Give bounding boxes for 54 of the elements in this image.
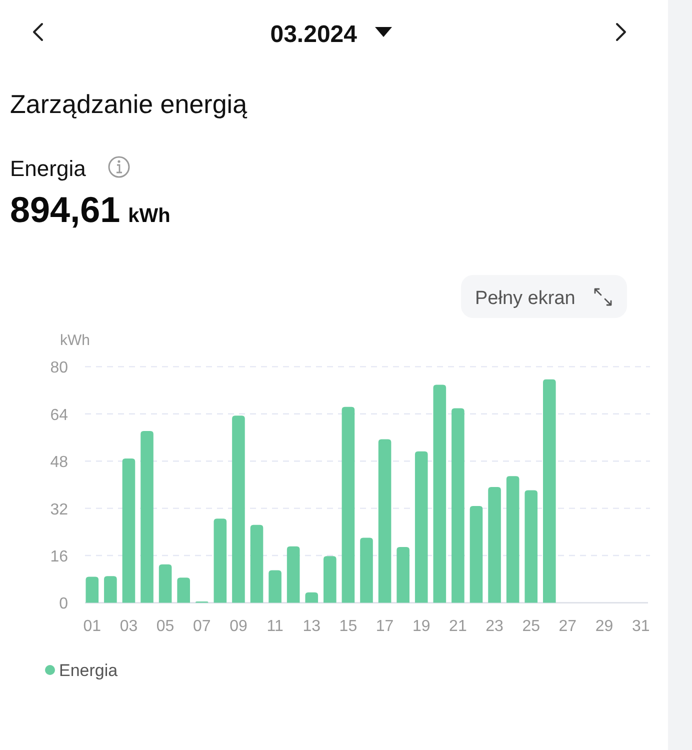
bar	[470, 506, 483, 603]
bar	[122, 458, 136, 603]
x-tick-label: 21	[449, 618, 467, 635]
bar	[414, 451, 428, 603]
bar	[360, 538, 373, 603]
bar	[250, 524, 264, 603]
x-tick-label: 17	[376, 618, 394, 635]
bar	[140, 431, 154, 603]
bar	[396, 546, 410, 603]
bar	[524, 490, 538, 603]
bar	[268, 570, 282, 603]
x-tick-label: 13	[302, 618, 321, 635]
x-tick-label: 07	[192, 618, 211, 635]
chart-subtitle: 03.2024	[270, 21, 358, 48]
x-tick-label: 01	[83, 618, 102, 635]
bar	[158, 564, 172, 603]
x-tick-label: 19	[412, 618, 430, 635]
bar	[104, 576, 117, 603]
x-tick-label: 15	[339, 618, 358, 635]
y-axis-title: kWh	[60, 332, 90, 349]
x-tick-label: 09	[230, 618, 248, 635]
y-tick-label: 32	[50, 501, 68, 518]
bar	[342, 406, 355, 603]
x-tick-label: 23	[486, 618, 504, 635]
x-tick-label: 27	[558, 618, 577, 635]
bar	[214, 518, 227, 603]
bar	[232, 416, 245, 603]
bar	[452, 408, 464, 603]
y-tick-label: 16	[50, 548, 68, 566]
x-tick-label: 29	[595, 618, 614, 635]
bar	[506, 476, 520, 603]
x-tick-label: 25	[522, 618, 540, 635]
y-tick-label: 48	[50, 454, 68, 472]
bar	[177, 578, 190, 603]
x-tick-label: 31	[632, 618, 650, 635]
y-tick-label: 64	[50, 406, 68, 424]
y-tick-label: 80	[50, 360, 68, 377]
y-tick-label: 0	[59, 596, 68, 613]
chart-title: Zarządzanie energią	[10, 89, 248, 119]
bar	[286, 546, 300, 603]
x-tick-label: 03	[120, 618, 138, 635]
legend-label: Energia	[59, 661, 118, 680]
bar	[543, 379, 556, 603]
x-tick-label: 11	[266, 618, 284, 635]
bar	[433, 384, 446, 603]
bar	[324, 556, 336, 603]
text: Energia	[10, 156, 87, 181]
bar	[305, 592, 318, 603]
bar	[488, 487, 501, 603]
bar	[378, 439, 392, 603]
bar	[86, 576, 99, 603]
text: 894,61 kWh	[10, 189, 170, 230]
x-tick-label: 05	[156, 618, 174, 635]
text: Pełny ekran	[475, 288, 576, 309]
